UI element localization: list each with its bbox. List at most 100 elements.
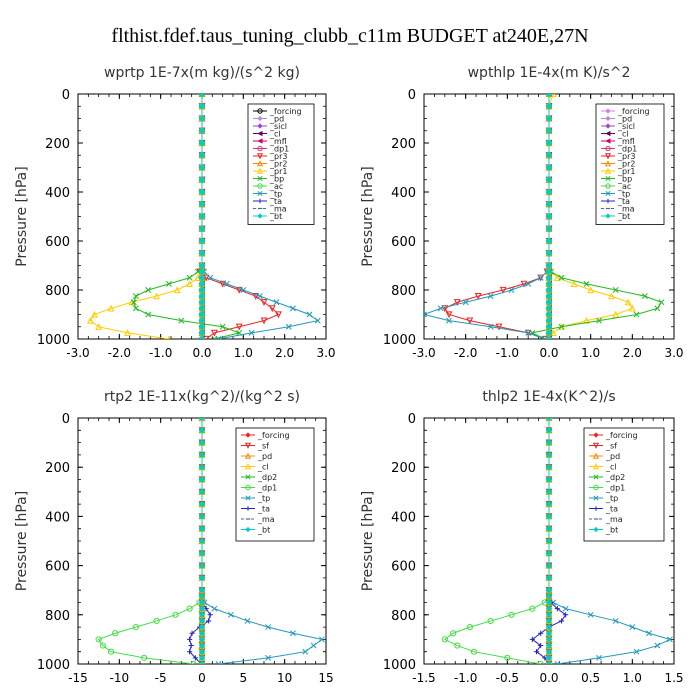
data-point [198, 188, 206, 196]
legend-label: _bp [617, 175, 632, 184]
data-point [545, 225, 553, 232]
data-point [198, 127, 206, 134]
legend-label: _tp [269, 190, 282, 199]
y-tick-label: 600 [45, 560, 70, 575]
chart-panel-2: rtp2 1E-11x(kg^2)/(kg^2 s) Pressure [hPa]… [14, 389, 334, 685]
x-tick-label: -15 [68, 671, 88, 685]
legend-label: _pd [269, 115, 284, 124]
panel-title: thlp2 1E-4x(K^2)/s [482, 389, 615, 405]
panel-title: wprtp 1E-7x(m kg)/(s^2 kg) [104, 65, 300, 81]
data-point [545, 501, 553, 508]
legend-marker [592, 442, 600, 449]
data-point [545, 335, 553, 339]
legend-label: _ta [617, 197, 630, 206]
data-point [186, 605, 193, 612]
legend-marker [257, 138, 263, 144]
data-point [198, 617, 206, 624]
data-point [549, 94, 557, 98]
data-point [545, 115, 553, 122]
legend-label: _ma [617, 205, 635, 214]
data-point [545, 630, 553, 637]
data-point [545, 127, 553, 134]
data-point [199, 661, 205, 664]
data-point [545, 550, 553, 557]
legend-label: _dp1 [257, 484, 277, 493]
y-axis-label: Pressure [hPa] [14, 491, 30, 591]
data-point [545, 94, 553, 98]
y-tick-label: 0 [408, 412, 416, 427]
data-point [252, 293, 260, 300]
data-point [210, 329, 218, 337]
data-point [628, 304, 636, 312]
data-point [587, 611, 594, 618]
data-point [141, 654, 148, 661]
data-point [562, 605, 569, 612]
data-point [207, 274, 214, 281]
legend-label: _sicl [269, 122, 287, 131]
series-line-pr1 [89, 94, 203, 339]
series-line-dp1 [97, 418, 203, 664]
series-group [95, 418, 325, 664]
y-tick-label: 200 [391, 137, 416, 152]
data-point [198, 501, 206, 508]
data-point [310, 642, 317, 649]
data-point [265, 624, 272, 631]
data-point [265, 654, 272, 661]
data-point [583, 316, 590, 324]
data-point [633, 648, 640, 655]
data-point [545, 299, 553, 306]
data-point [545, 329, 553, 336]
panel-title: wpthlp 1E-4x(m K)/s^2 [468, 65, 631, 81]
legend-label: _ma [257, 515, 275, 524]
x-tick-label: 15 [318, 671, 333, 685]
data-point [558, 618, 565, 624]
legend-label: _cl [269, 130, 281, 139]
data-point [462, 299, 469, 306]
data-point [198, 268, 206, 275]
data-point [198, 225, 206, 232]
y-tick-label: 1000 [383, 333, 416, 348]
data-point [525, 329, 532, 336]
x-tick-label: 0.0 [539, 346, 558, 360]
legend-label: _dp1 [617, 145, 637, 154]
data-point [596, 654, 602, 661]
data-point [198, 115, 206, 122]
legend-marker [605, 198, 611, 204]
legend-marker [245, 495, 251, 501]
data-point [608, 292, 615, 300]
data-point [198, 654, 206, 661]
series-group [86, 94, 321, 339]
data-point [545, 201, 553, 208]
data-point [198, 574, 206, 581]
data-point [545, 464, 553, 471]
data-point [207, 612, 213, 618]
data-point [537, 274, 545, 282]
x-tick-label: -1.0 [454, 671, 477, 685]
data-point [153, 617, 160, 625]
data-point [198, 329, 206, 336]
data-point [198, 464, 206, 471]
data-point [529, 605, 536, 612]
y-tick-label: 1000 [37, 658, 70, 673]
data-point [219, 280, 227, 288]
data-point [450, 630, 457, 637]
data-point [545, 418, 553, 422]
data-point [198, 605, 206, 612]
data-point [192, 655, 198, 661]
legend-marker [593, 432, 599, 438]
data-point [441, 305, 449, 313]
data-point [537, 274, 544, 281]
x-tick-label: -1.5 [412, 671, 435, 685]
data-point [545, 323, 553, 330]
data-point [545, 624, 553, 631]
legend-label: _pr1 [269, 167, 287, 176]
data-point [545, 605, 553, 612]
y-tick-label: 400 [45, 510, 70, 525]
legend-marker [256, 153, 264, 160]
legend-marker [592, 463, 600, 470]
figure-title: flthist.fdef.taus_tuning_clubb_c11m BUDG… [111, 25, 588, 47]
data-point [273, 299, 280, 306]
legend-marker [604, 167, 612, 174]
legend-marker [244, 463, 252, 470]
data-point [145, 311, 152, 318]
